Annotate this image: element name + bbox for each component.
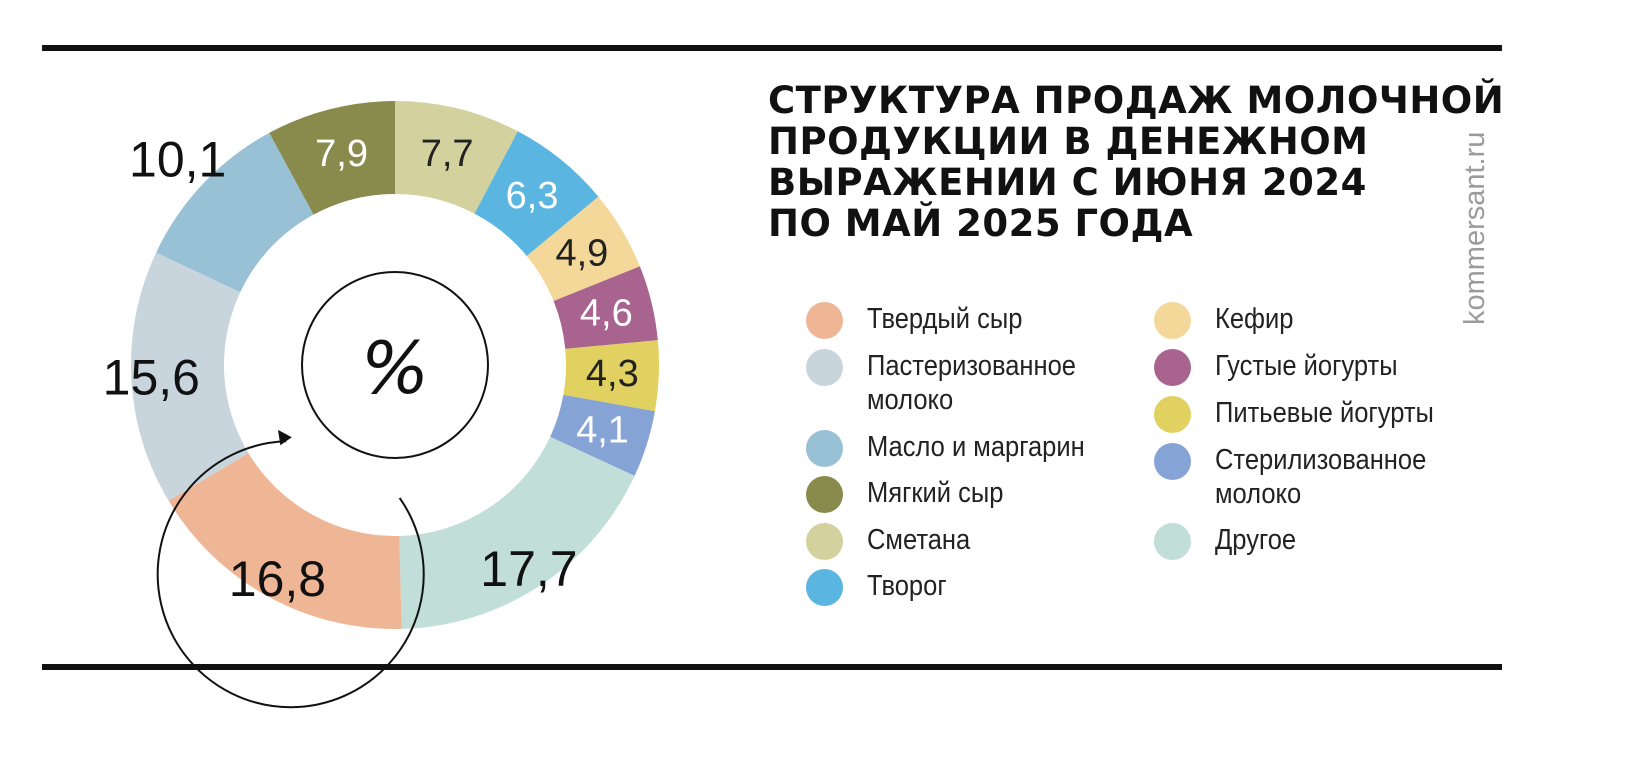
slice-8 [168,452,402,629]
legend-right-item-3: Питьевые йогурты [1154,396,1535,433]
slice-label-11: 7,9 [315,133,368,175]
legend-label: Густые йогурты [1215,350,1398,382]
slices-group [131,101,659,629]
title-line-4: по май 2025 года [768,202,1194,245]
legend-label: Другое [1215,524,1297,556]
slice-label-9: 15,6 [103,349,200,405]
legend-left-item-4: Мягкий сыр [806,476,1187,513]
top-rule [42,45,1502,51]
title-line-2: продукции в денежном [768,120,1369,163]
legend-left-item-2: Пастеризованное молоко [806,349,1187,417]
legend-swatch [806,569,843,606]
legend-swatch [806,476,843,513]
legend-label: Мягкий сыр [867,477,1004,509]
slice-5 [563,340,659,412]
legend-swatch [1154,443,1191,480]
slice-3 [526,196,640,302]
slice-7 [399,436,635,629]
legend-left-item-3: Масло и маргарин [806,430,1187,467]
direction-arrow-icon [278,429,292,446]
slice-label-10: 10,1 [129,132,226,188]
slice-6 [550,394,655,476]
legend-label: Кефир [1215,303,1294,335]
legend-left-item-1: Твердый сыр [806,302,1187,339]
legend-label: Твердый сыр [867,303,1023,335]
slice-10 [156,132,314,293]
slice-label-3: 4,9 [555,233,608,275]
legend-swatch [806,349,843,386]
legend-left-item-5: Сметана [806,523,1187,560]
slice-2 [474,131,599,257]
slice-label-6: 4,1 [576,409,629,451]
direction-arc [156,440,425,709]
slice-9 [131,252,249,501]
legend-swatch [1154,396,1191,433]
slice-label-5: 4,3 [586,353,639,395]
slice-label-1: 7,7 [421,133,474,175]
slice-label-4: 4,6 [580,293,633,335]
slice-4 [553,266,658,349]
legend-right-item-4: Стерилизованное молоко [1154,443,1535,511]
legend-right-item-2: Густые йогурты [1154,349,1535,386]
center-percent-label: % [361,326,429,410]
slice-11 [269,101,395,215]
legend-left-item-6: Творог [806,569,1187,606]
bottom-rule [42,664,1502,670]
legend-swatch [1154,302,1191,339]
title-line-3: выражении с июня 2024 [768,161,1367,204]
legend-swatch [806,430,843,467]
slice-label-2: 6,3 [506,175,559,217]
brand-watermark: kommersant.ru [1459,131,1491,325]
slice-label-7: 17,7 [480,541,577,597]
slice-labels-group: 7,7 6,3 4,9 4,6 4,3 4,1 17,7 16,8 15,6 10,1 7,9 [103,132,639,607]
slice-1 [395,101,518,214]
legend-label: Творог [867,570,947,602]
legend-swatch [1154,523,1191,560]
legend-label: Стерилизованное молоко [1215,444,1427,510]
legend-label: Пастеризованное молоко [867,350,1076,416]
legend-label: Питьевые йогурты [1215,397,1434,429]
legend-right-item-5: Другое [1154,523,1535,560]
title-line-1: Структура продаж молочной [768,79,1505,122]
legend-label: Масло и маргарин [867,431,1085,463]
slice-label-8: 16,8 [229,551,326,607]
legend-swatch [806,302,843,339]
legend-right-item-1: Кефир [1154,302,1535,339]
legend-swatch [806,523,843,560]
inner-ring [301,271,489,459]
chart-title: Структура продаж молочной продукции в де… [768,79,1505,245]
legend-swatch [1154,349,1191,386]
legend-label: Сметана [867,524,971,556]
